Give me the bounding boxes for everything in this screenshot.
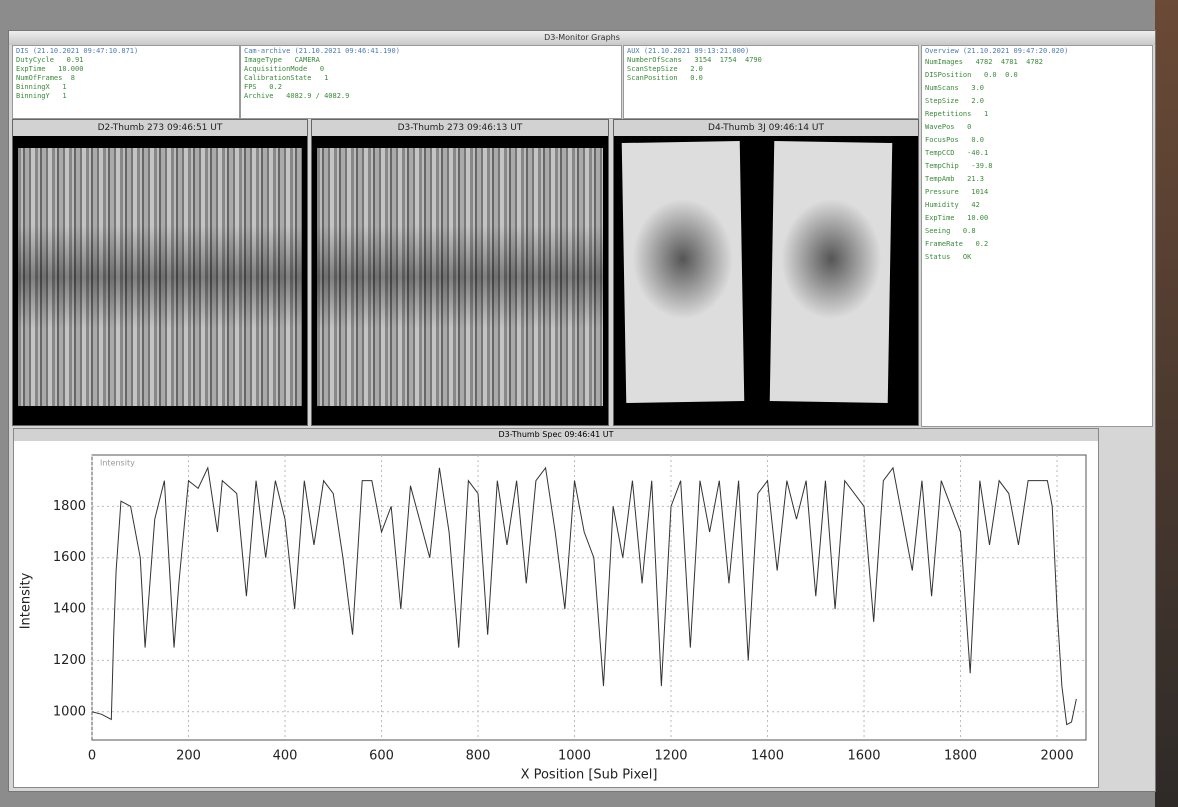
- x-tick-label: 400: [273, 749, 298, 764]
- info-row: TempCCD -40.1: [925, 149, 989, 157]
- x-tick-label: 1400: [751, 749, 784, 764]
- info-row: ExpTime 10.000: [16, 65, 84, 73]
- info-row: ScanStepSize 2.0: [627, 65, 703, 73]
- info-row: Status OK: [925, 253, 972, 261]
- info-row: Pressure 1014: [925, 188, 989, 196]
- info-row: FPS 0.2: [244, 83, 282, 91]
- legend: Intensity: [100, 459, 135, 468]
- y-tick-label: 1400: [53, 602, 86, 617]
- info-row: NumberOfScans 3154 1754 4790: [627, 56, 762, 64]
- info-row: FrameRate 0.2: [925, 240, 989, 248]
- info-row: NumOfFrames 8: [16, 74, 76, 82]
- spectrum-plot: Intensity X Position [Sub Pixel] Intensi…: [19, 454, 1087, 783]
- thumbnail-image: [18, 148, 302, 406]
- thumbnail-image: [621, 140, 745, 404]
- info-panel: DIS (21.10.2021 09:47:10.871) DutyCycle 0…: [12, 45, 240, 119]
- info-row: Archive 4082.9 / 4082.9: [244, 92, 350, 100]
- info-header: Overview (21.10.2021 09:47:20.020): [925, 47, 1069, 55]
- info-row: ExpTime 10.00: [925, 214, 989, 222]
- info-row: ImageType CAMERA: [244, 56, 320, 64]
- y-tick-label: 1000: [53, 704, 86, 719]
- thumbnail-panel: D4-Thumb 3J 09:46:14 UT: [613, 119, 919, 426]
- info-row: StepSize 2.0: [925, 97, 985, 105]
- info-row: Seeing 0.8: [925, 227, 976, 235]
- x-tick-label: 800: [466, 749, 491, 764]
- info-row: FocusPos 0.0: [925, 136, 985, 144]
- info-row: BinningX 1: [16, 83, 67, 91]
- x-tick-label: 0: [88, 749, 96, 764]
- info-panel: Cam-archive (21.10.2021 09:46:41.190) Ima…: [240, 45, 622, 119]
- x-tick-label: 1800: [944, 749, 977, 764]
- info-header: Cam-archive (21.10.2021 09:46:41.190): [244, 47, 400, 55]
- y-tick-label: 1800: [53, 499, 86, 514]
- thumbnail-image: [317, 148, 603, 406]
- background-photo: [1155, 0, 1178, 807]
- thumbnail-title: D4-Thumb 3J 09:46:14 UT: [708, 123, 824, 133]
- thumbnail-image: [769, 140, 893, 404]
- thumbnail-panel: D3-Thumb 273 09:46:13 UT: [311, 119, 609, 426]
- thumbnail-title: D2-Thumb 273 09:46:51 UT: [97, 123, 223, 133]
- monitor-window: D3-Monitor Graphs DIS (21.10.2021 09:47:…: [8, 30, 1156, 792]
- info-header: AUX (21.10.2021 09:13:21.000): [627, 47, 750, 55]
- x-tick-label: 200: [176, 749, 201, 764]
- x-tick-label: 1600: [847, 749, 880, 764]
- info-row: DISPosition 0.0 0.0: [925, 71, 1018, 79]
- info-panel: AUX (21.10.2021 09:13:21.000) NumberOfSca…: [623, 45, 919, 119]
- info-row: TempAmb 21.3: [925, 175, 985, 183]
- spectrum-title: D3-Thumb Spec 09:46:41 UT: [498, 430, 614, 439]
- info-row: AcquisitionMode 0: [244, 65, 325, 73]
- info-row: CalibrationState 1: [244, 74, 329, 82]
- y-axis-label: Intensity: [19, 572, 34, 629]
- plot-area: [91, 454, 1087, 741]
- x-tick-label: 600: [369, 749, 394, 764]
- spectrum-header: D3-Thumb Spec 09:46:41 UT: [14, 429, 1098, 441]
- info-row: Humidity 42: [925, 201, 980, 209]
- spectrum-panel: D3-Thumb Spec 09:46:41 UT Intensity X Po…: [13, 428, 1099, 788]
- info-header: DIS (21.10.2021 09:47:10.871): [16, 47, 139, 55]
- thumbnail-header: D2-Thumb 273 09:46:51 UT: [13, 120, 307, 136]
- window-title: D3-Monitor Graphs: [544, 33, 620, 42]
- info-row: NumScans 3.0: [925, 84, 985, 92]
- thumbnail-header: D3-Thumb 273 09:46:13 UT: [312, 120, 608, 136]
- y-tick-label: 1200: [53, 653, 86, 668]
- y-tick-label: 1600: [53, 550, 86, 565]
- info-row: Repetitions 1: [925, 110, 989, 118]
- spectrum-line: [91, 466, 1077, 726]
- info-row: TempChip -39.8: [925, 162, 993, 170]
- info-row: NumImages 4782 4781 4782: [925, 58, 1044, 66]
- info-row: ScanPosition 0.0: [627, 74, 703, 82]
- thumbnail-title: D3-Thumb 273 09:46:13 UT: [397, 123, 523, 133]
- info-row: BinningY 1: [16, 92, 67, 100]
- info-panel: Overview (21.10.2021 09:47:20.020) NumIma…: [921, 45, 1153, 427]
- info-row: DutyCycle 0.91: [16, 56, 84, 64]
- x-axis-label: X Position [Sub Pixel]: [521, 768, 658, 783]
- thumbnail-header: D4-Thumb 3J 09:46:14 UT: [614, 120, 918, 136]
- x-tick-label: 1000: [558, 749, 591, 764]
- title-bar: D3-Monitor Graphs: [9, 31, 1155, 45]
- x-tick-label: 2000: [1041, 749, 1074, 764]
- info-row: WavePos 0: [925, 123, 972, 131]
- thumbnail-panel: D2-Thumb 273 09:46:51 UT: [12, 119, 308, 426]
- x-tick-label: 1200: [654, 749, 687, 764]
